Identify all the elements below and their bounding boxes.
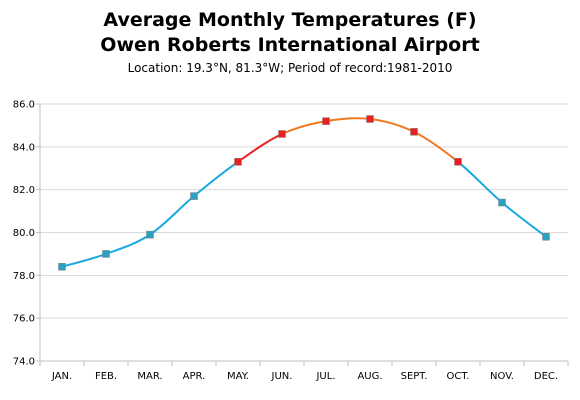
data-point-marker bbox=[58, 263, 66, 271]
x-tick-label: FEB. bbox=[95, 371, 117, 382]
series-line-segment bbox=[501, 201, 547, 238]
y-tick-label: 84.0 bbox=[13, 142, 35, 153]
chart-title-line-2: Owen Roberts International Airport bbox=[100, 34, 480, 56]
series-line-segment bbox=[149, 195, 195, 236]
series-line-segment bbox=[457, 160, 503, 204]
data-point-marker bbox=[190, 192, 198, 200]
x-tick-label: AUG. bbox=[357, 371, 382, 382]
data-point-marker bbox=[542, 233, 550, 241]
y-tick-label: 74.0 bbox=[13, 357, 35, 368]
series-line-segment bbox=[193, 160, 239, 198]
x-tick-label: APR. bbox=[183, 371, 206, 382]
series-line-segment bbox=[105, 233, 151, 255]
y-tick-label: 80.0 bbox=[13, 228, 35, 239]
x-tick-labels: JAN. FEB. MAR. APR. MAY. JUN. JUL. AUG. SEPT. OCT… bbox=[51, 371, 558, 382]
y-tick-label: 82.0 bbox=[13, 185, 35, 196]
data-point-marker bbox=[454, 158, 462, 166]
data-point-marker bbox=[234, 158, 242, 166]
axes bbox=[36, 103, 569, 366]
series-line-segment bbox=[325, 117, 371, 123]
data-point-marker bbox=[146, 230, 154, 239]
chart-header: Average Monthly Temperatures (F) Owen Ro… bbox=[0, 8, 580, 76]
gridlines bbox=[40, 103, 568, 319]
x-tick-label: JAN. bbox=[51, 371, 72, 382]
temperature-series-line bbox=[61, 117, 547, 268]
data-point-marker bbox=[410, 128, 418, 136]
series-line-segment bbox=[369, 117, 415, 133]
data-point-marker bbox=[498, 198, 506, 207]
data-point-marker bbox=[322, 117, 330, 125]
y-tick-label: 76.0 bbox=[13, 314, 35, 325]
x-tick-label: SEPT. bbox=[401, 371, 428, 382]
chart-subtitle: Location: 19.3°N, 81.3°W; Period of reco… bbox=[127, 61, 453, 75]
temperature-series-markers bbox=[58, 115, 550, 271]
series-line-segment bbox=[237, 132, 283, 163]
x-tick-label: JUN. bbox=[271, 371, 293, 382]
x-tick-label: MAR. bbox=[137, 371, 162, 382]
x-tick-label: MAY. bbox=[227, 371, 249, 382]
y-tick-label: 78.0 bbox=[13, 271, 35, 282]
data-point-marker bbox=[102, 250, 110, 258]
data-point-marker bbox=[366, 115, 374, 123]
series-line-segment bbox=[61, 252, 107, 268]
x-tick-label: OCT. bbox=[447, 371, 470, 382]
x-tick-label: JUL. bbox=[315, 371, 335, 382]
data-point-marker bbox=[278, 130, 286, 138]
y-tick-labels: 74.0 76.0 78.0 80.0 82.0 84.0 86.0 bbox=[13, 100, 35, 368]
y-tick-label: 86.0 bbox=[13, 100, 35, 111]
series-line-segment bbox=[281, 120, 327, 135]
x-tick-label: NOV. bbox=[490, 371, 514, 382]
chart-title: Average Monthly Temperatures (F) bbox=[103, 9, 477, 31]
x-tick-label: DEC. bbox=[534, 371, 558, 382]
